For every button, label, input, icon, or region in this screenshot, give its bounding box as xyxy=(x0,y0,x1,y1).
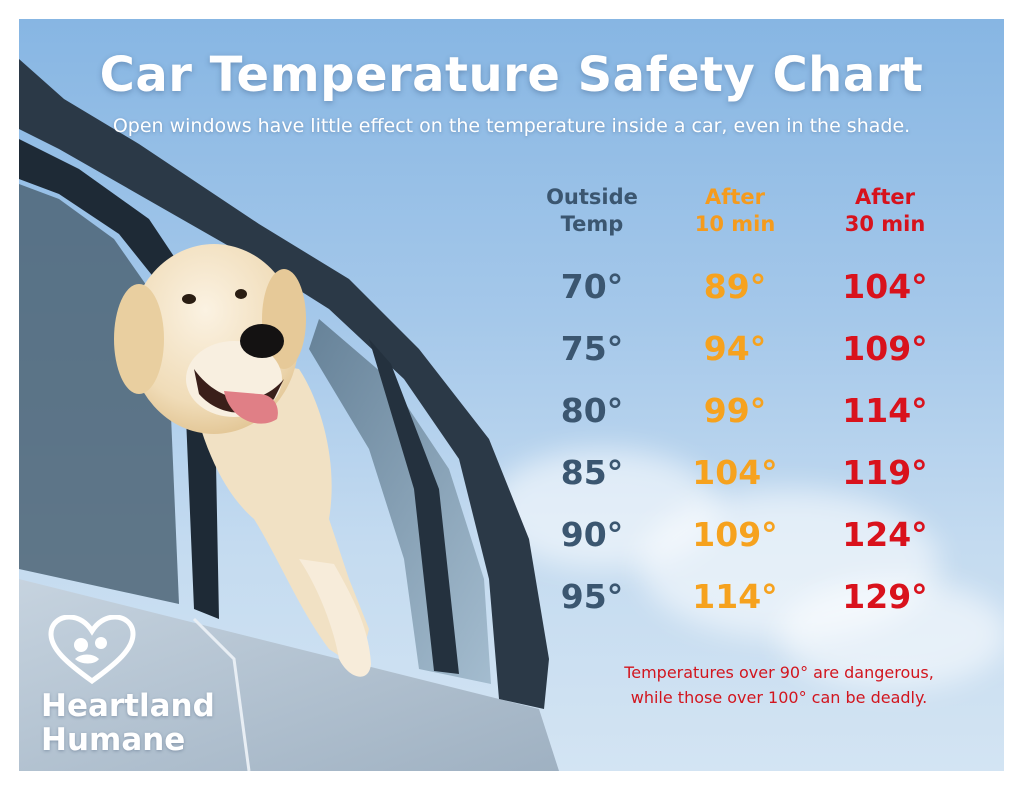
header-line: After xyxy=(854,185,916,209)
warning-note: Temperatures over 90° are dangerous, whi… xyxy=(559,660,999,710)
cell-outside-temp: 75° xyxy=(560,329,624,368)
dog-paw xyxy=(299,559,371,677)
cell-outside-temp: 95° xyxy=(560,577,624,616)
warning-line: while those over 100° can be deadly. xyxy=(630,688,928,707)
column-header-after-10-min: After 10 min xyxy=(660,184,810,238)
page-subtitle: Open windows have little effect on the t… xyxy=(112,115,911,137)
cell-after-10-min: 94° xyxy=(703,329,767,368)
dog xyxy=(114,244,371,677)
header-line: After xyxy=(704,185,766,209)
cell-after-30-min: 129° xyxy=(842,577,928,616)
cell-outside-temp: 90° xyxy=(560,515,624,554)
car-window-pillar xyxy=(369,339,459,674)
heart-with-paws-icon xyxy=(48,615,136,685)
cell-after-30-min: 114° xyxy=(842,391,928,430)
header-line: Outside xyxy=(546,185,638,209)
column-header-after-30-min: After 30 min xyxy=(810,184,960,238)
cell-after-10-min: 114° xyxy=(692,577,778,616)
header-line: 10 min xyxy=(694,212,776,236)
dog-ear xyxy=(114,284,164,394)
car-roof xyxy=(19,59,549,709)
dog-tongue xyxy=(224,391,278,424)
header-line: Temp xyxy=(560,212,624,236)
cell-after-30-min: 109° xyxy=(842,329,928,368)
car-and-dog-photo xyxy=(19,59,559,771)
logo-line: Humane xyxy=(41,722,186,758)
cloud xyxy=(779,579,1004,689)
cell-after-30-min: 104° xyxy=(842,267,928,306)
cell-after-30-min: 119° xyxy=(842,453,928,492)
page-title: Car Temperature Safety Chart xyxy=(99,47,924,103)
dog-nose xyxy=(240,324,284,358)
warning-line: Temperatures over 90° are dangerous, xyxy=(624,663,934,682)
cell-outside-temp: 85° xyxy=(560,453,624,492)
cell-after-10-min: 104° xyxy=(692,453,778,492)
infographic-card: Car Temperature Safety Chart Open window… xyxy=(19,19,1004,771)
dog-eye xyxy=(182,294,196,304)
dog-eye xyxy=(235,289,247,299)
logo-wordmark: Heartland Humane xyxy=(41,689,241,757)
logo-line: Heartland xyxy=(41,688,215,724)
cell-after-10-min: 99° xyxy=(703,391,767,430)
car-door-edge xyxy=(192,617,251,771)
cell-after-10-min: 89° xyxy=(703,267,767,306)
cell-after-10-min: 109° xyxy=(692,515,778,554)
cell-after-30-min: 124° xyxy=(842,515,928,554)
column-header-outside-temp: Outside Temp xyxy=(517,184,667,238)
header-line: 30 min xyxy=(844,212,926,236)
car-body xyxy=(19,579,559,771)
cell-outside-temp: 80° xyxy=(560,391,624,430)
cell-outside-temp: 70° xyxy=(560,267,624,306)
